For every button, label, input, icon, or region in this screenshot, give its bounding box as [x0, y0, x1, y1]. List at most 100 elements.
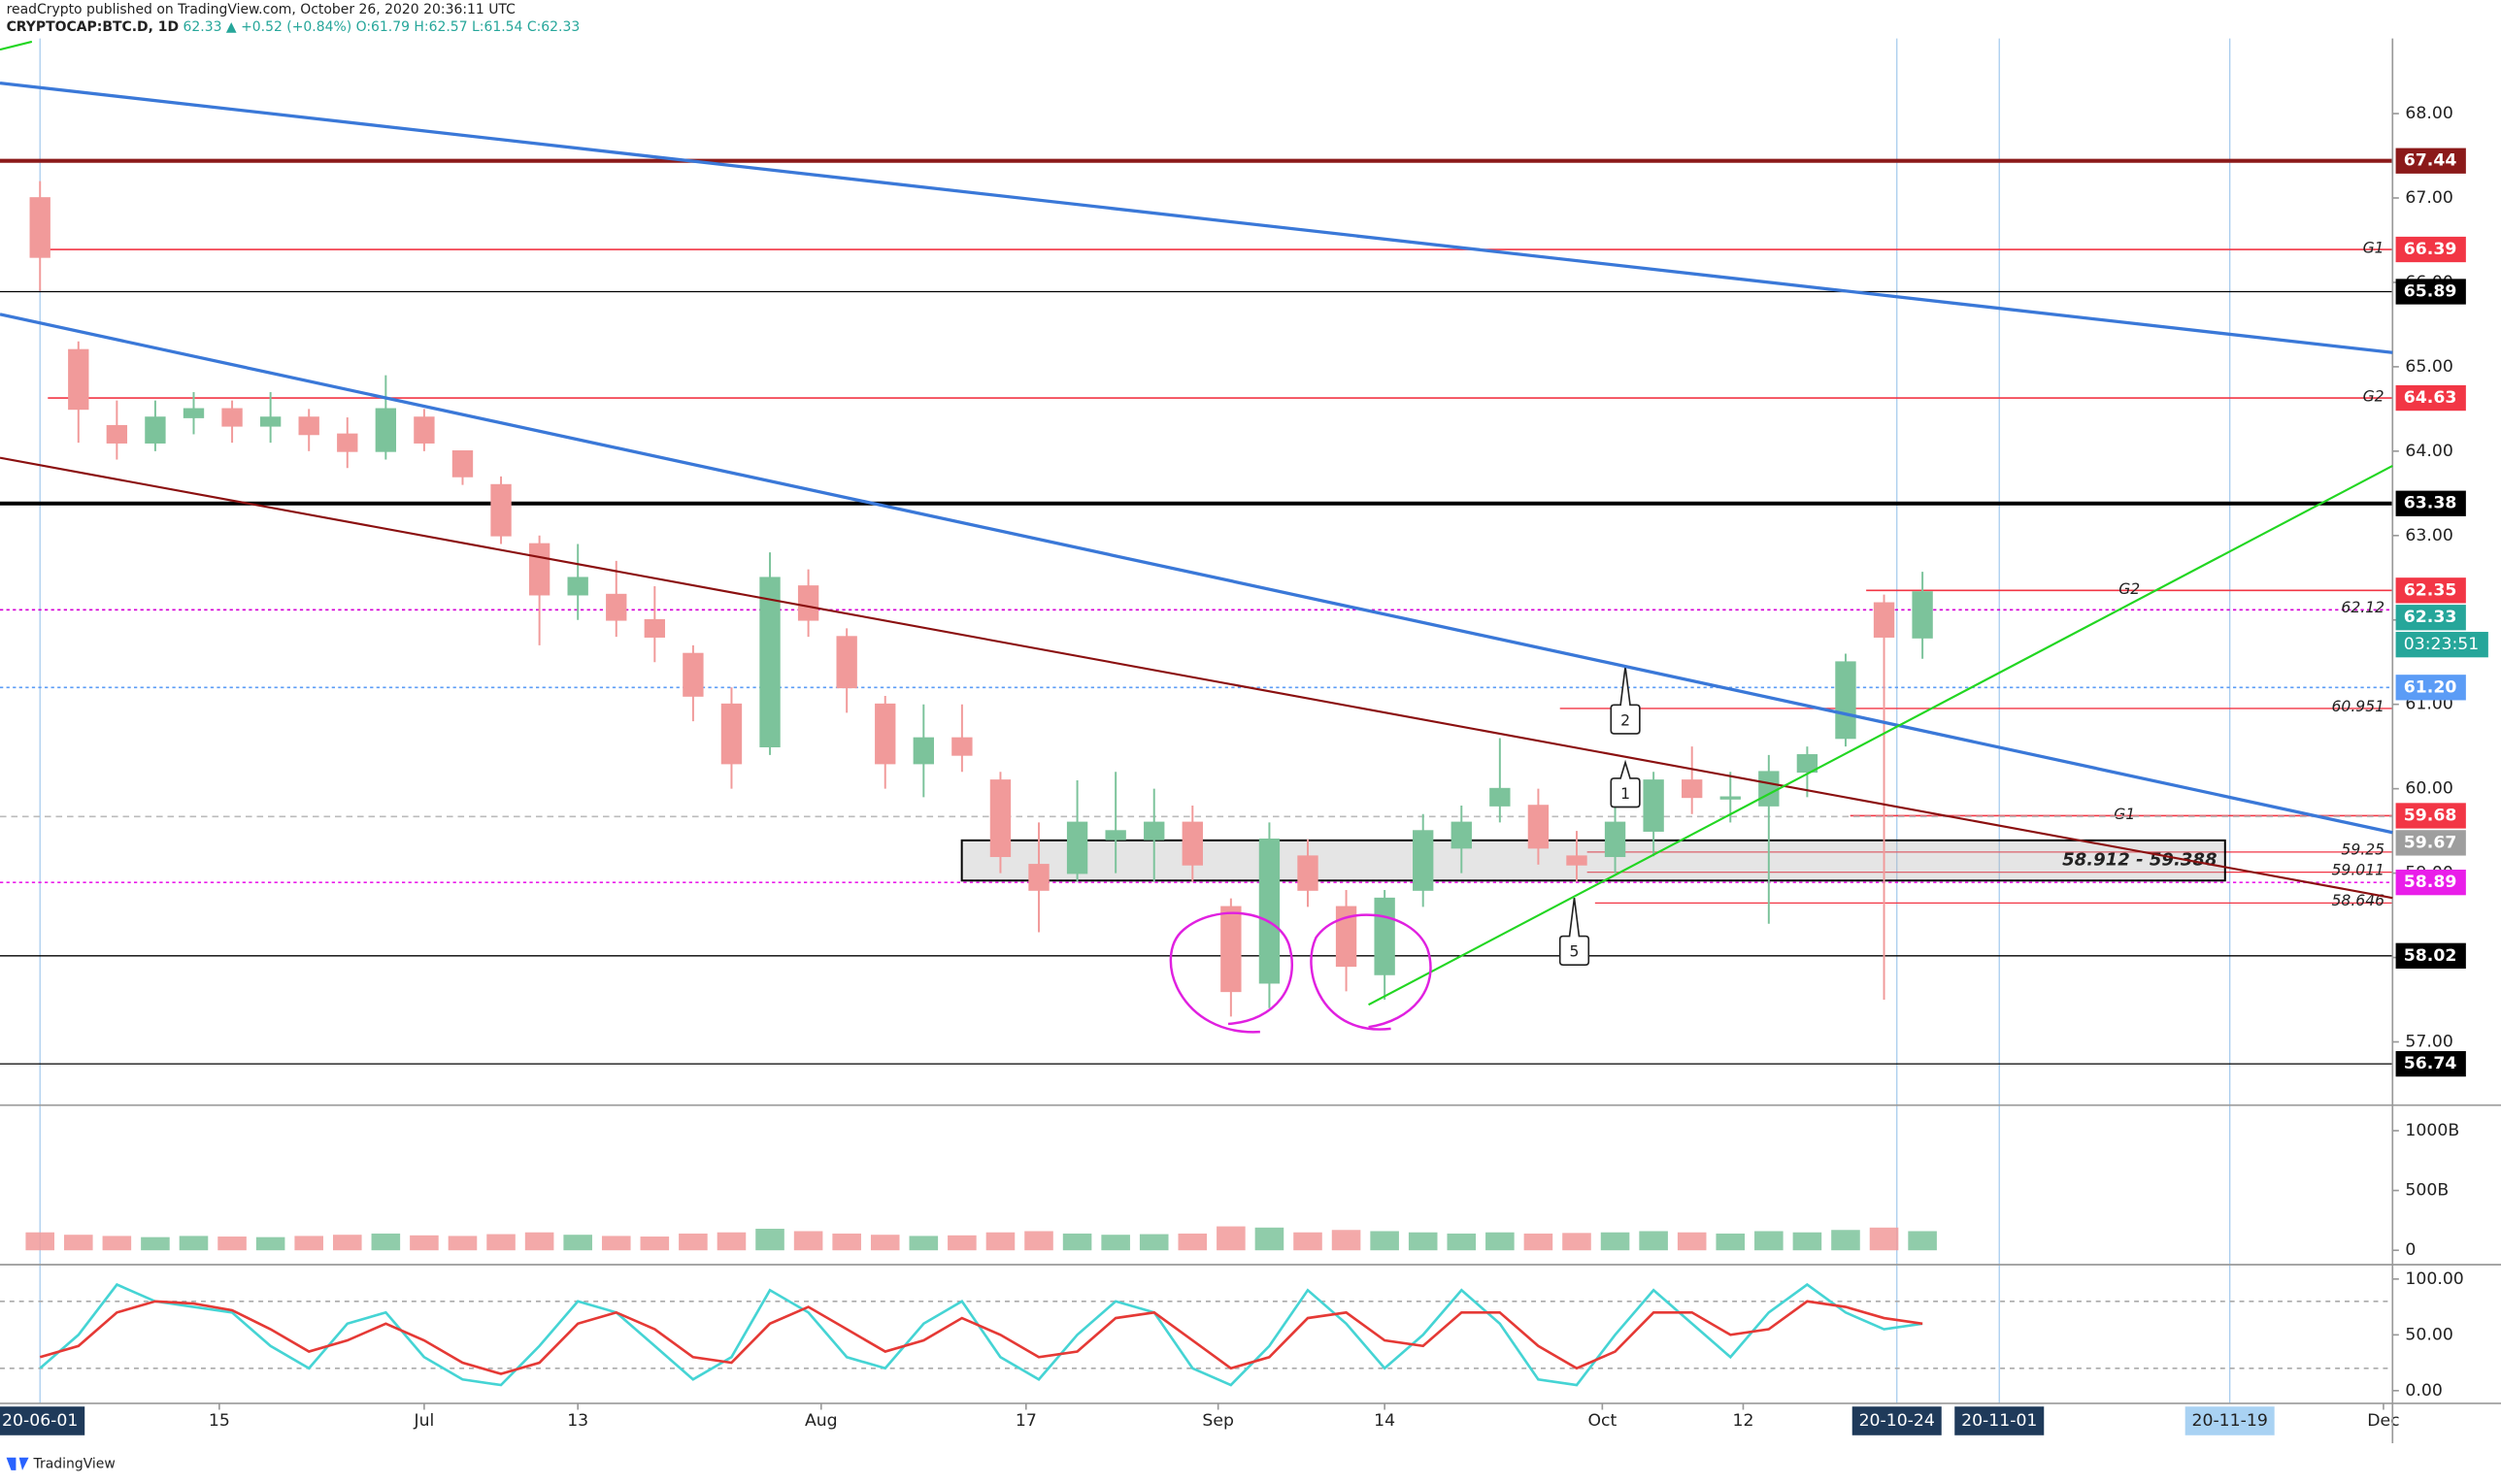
x-tick-box [0, 1406, 85, 1435]
symbol-line: CRYPTOCAP:BTC.D, 1D 62.33 ▲ +0.52 (+0.84… [7, 19, 581, 35]
volume-bar [1485, 1232, 1515, 1251]
candle-body [1144, 821, 1165, 841]
trend-line [0, 313, 2393, 835]
volume-bar [1101, 1235, 1130, 1251]
x-tick-label: 13 [567, 1411, 588, 1431]
volume-bar [1562, 1233, 1591, 1251]
volume-bar [1370, 1231, 1399, 1251]
x-tick-label: 12 [1732, 1411, 1753, 1431]
level-label: 59.011 [2331, 861, 2384, 878]
level-tag: G1 [2363, 240, 2384, 257]
candle-body [1413, 830, 1434, 891]
y-tick-label: 60.00 [2405, 779, 2452, 799]
candle-body [836, 636, 857, 689]
trend-line [0, 82, 2393, 354]
candle-body [183, 408, 205, 418]
x-tick-label: 20-10-24 [1859, 1411, 1935, 1431]
candle-body [259, 416, 282, 427]
candle-body [567, 577, 588, 596]
candle-body [1220, 906, 1242, 993]
candle-body [1758, 771, 1780, 807]
volume-bar [640, 1237, 670, 1251]
candle-body [1182, 821, 1203, 866]
price-badge [2395, 1050, 2466, 1077]
volume-bar [870, 1235, 900, 1251]
last-price: 62.33 [183, 19, 222, 35]
candle-body [414, 416, 435, 444]
volume-bar [1792, 1232, 1822, 1251]
x-tick-label: 17 [1016, 1411, 1037, 1431]
price-badge [2395, 490, 2466, 516]
volume-bar [64, 1235, 93, 1251]
countdown: 03:23:51 [2404, 635, 2479, 654]
candle-body [375, 408, 397, 452]
zone-label: 58.912 - 59.388 [2062, 850, 2217, 871]
candle-body [68, 348, 89, 411]
price-badge [2395, 384, 2466, 412]
volume-bar [793, 1231, 823, 1251]
x-tick-label: Aug [805, 1411, 838, 1431]
price-badge-label: 59.68 [2404, 806, 2457, 825]
volume-bar [1408, 1232, 1438, 1251]
price-badge-label: 67.44 [2404, 151, 2457, 171]
volume-bar [1178, 1233, 1208, 1251]
change: ▲ +0.52 (+0.84%) [226, 19, 351, 35]
price-badge [2395, 148, 2466, 174]
level-label: 58.646 [2331, 892, 2384, 909]
candle-body [875, 703, 896, 765]
y-tick-label: 500B [2405, 1181, 2449, 1201]
candle-body [1451, 821, 1472, 849]
level-label: 60.951 [2331, 698, 2384, 715]
x-tick-label: Sep [1202, 1411, 1234, 1431]
volume-bar [255, 1237, 285, 1251]
level-label: 62.12 [2341, 599, 2384, 616]
x-tick-label: 20-06-01 [2, 1411, 78, 1431]
candle-body [644, 618, 666, 638]
trend-line [0, 40, 33, 51]
volume-bar [1293, 1232, 1322, 1251]
volume-bar [486, 1234, 516, 1251]
volume-bar [1639, 1231, 1668, 1251]
price-badge-label: 65.89 [2404, 281, 2457, 301]
brand: TradingView [33, 1456, 116, 1471]
candle-body [951, 737, 973, 756]
highlight-circle [1310, 913, 1432, 1031]
volume-bar [332, 1235, 362, 1251]
y-tick-label: 57.00 [2405, 1033, 2452, 1052]
candle-body [1028, 864, 1050, 891]
candle-body [298, 416, 319, 436]
volume-bar [371, 1233, 401, 1251]
candle-body [1066, 821, 1088, 874]
level-tag: G1 [2114, 806, 2135, 823]
volume-bar [1869, 1227, 1899, 1251]
level-tag: G2 [2363, 388, 2384, 406]
volume-bar [141, 1237, 170, 1251]
candle-body [1297, 855, 1318, 891]
candle-body [683, 652, 704, 697]
volume-bar [1908, 1231, 1937, 1251]
candle-body [1258, 838, 1281, 984]
candle-body [1489, 787, 1511, 807]
volume-bar [1754, 1231, 1784, 1251]
y-tick-label: 50.00 [2405, 1325, 2452, 1344]
volume-bar [1600, 1232, 1630, 1251]
price-badge-label: 66.39 [2404, 240, 2457, 259]
zone [960, 839, 2226, 882]
candle-body [759, 577, 781, 747]
callout-label: 1 [1620, 785, 1630, 803]
candle-body [1643, 779, 1664, 832]
x-tick-box [1851, 1406, 1942, 1435]
volume-bar [294, 1236, 323, 1251]
countdown-badge [2395, 632, 2488, 658]
volume-bar [717, 1232, 747, 1251]
price-badge [2395, 605, 2466, 631]
oscillator-line [39, 1300, 1923, 1375]
candle-body [1682, 779, 1703, 799]
plot: 20-06-01 15 Jul 13 Aug 17 Sep 14 Oct 12 20-10-24 20… [0, 38, 2488, 1435]
candle-body [1105, 830, 1126, 841]
volume-bar [1217, 1226, 1246, 1251]
y-tick-label: 65.00 [2405, 357, 2452, 377]
x-tick-label: Oct [1587, 1411, 1617, 1431]
volume-bar [25, 1232, 55, 1251]
